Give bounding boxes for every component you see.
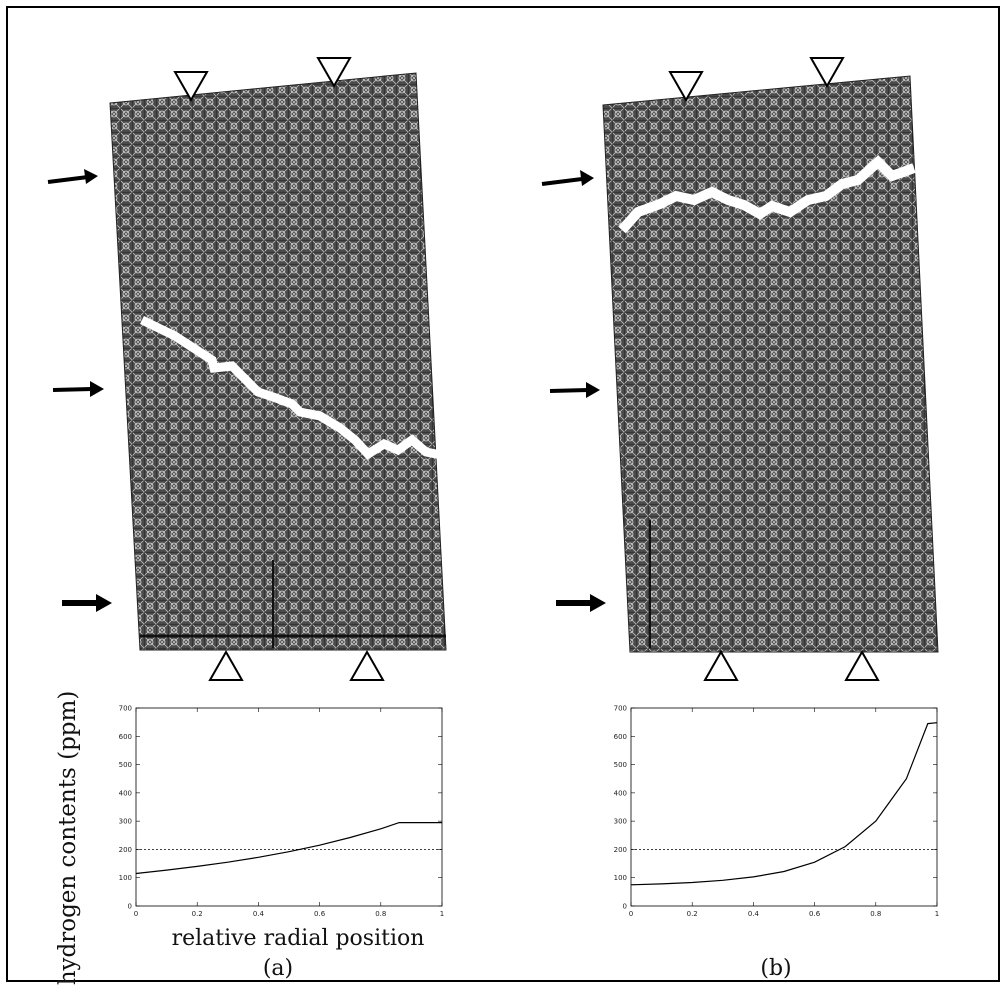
y-tick-label: 400 <box>119 789 132 797</box>
y-tick-label: 0 <box>128 903 132 911</box>
panel-a-caption: (a) <box>262 956 294 981</box>
triangle-top-a-2 <box>316 57 352 89</box>
x-tick-label: 0.2 <box>192 910 203 918</box>
x-tick-label: 0.8 <box>375 910 386 918</box>
arrow-b-1 <box>541 170 594 186</box>
y-tick-label: 700 <box>614 705 627 713</box>
triangle-bottom-a-2 <box>349 649 385 681</box>
arrow-a-3 <box>62 594 112 612</box>
y-tick-label: 300 <box>614 818 627 826</box>
triangle-top-b-2 <box>809 57 845 89</box>
y-tick-label: 600 <box>119 733 132 741</box>
y-tick-label: 500 <box>119 761 132 769</box>
arrow-a-2 <box>52 381 104 397</box>
mesh-a-body <box>109 72 447 651</box>
y-tick-label: 200 <box>614 846 627 854</box>
mesh-b <box>541 57 939 681</box>
arrow-a-1 <box>47 169 98 184</box>
crack-a <box>140 315 447 461</box>
y-tick-label: 100 <box>614 874 627 882</box>
panel-b-caption: (b) <box>760 956 792 981</box>
y-tick-label: 500 <box>614 761 627 769</box>
arrow-b-3 <box>556 594 606 612</box>
x-tick-label: 0 <box>134 910 138 918</box>
y-tick-label: 400 <box>614 789 627 797</box>
y-tick-label: 200 <box>119 846 132 854</box>
x-tick-label: 0.4 <box>253 910 265 918</box>
mesh-b-body <box>602 75 939 653</box>
x-tick-label: 0.4 <box>748 910 760 918</box>
y-tick-label: 600 <box>614 733 627 741</box>
x-tick-label: 0 <box>629 910 633 918</box>
triangle-bottom-a-1 <box>208 649 244 681</box>
plot-frame <box>135 707 443 907</box>
hydrogen-profile-line <box>135 822 442 875</box>
plot-frame <box>630 707 938 907</box>
x-axis-label: relative radial position <box>171 926 425 951</box>
hydrogen-profile-line <box>630 722 938 886</box>
y-tick-label: 100 <box>119 874 132 882</box>
x-tick-label: 0.6 <box>314 910 326 918</box>
arrow-b-2 <box>549 382 600 398</box>
x-tick-label: 0.6 <box>809 910 821 918</box>
x-tick-label: 0.2 <box>687 910 698 918</box>
triangle-bottom-b-2 <box>844 649 880 681</box>
y-tick-label: 700 <box>119 705 132 713</box>
triangle-top-b-1 <box>668 71 704 103</box>
x-tick-label: 1 <box>440 910 444 918</box>
triangle-bottom-b-1 <box>703 649 739 681</box>
mesh-a <box>47 57 447 681</box>
x-tick-label: 0.8 <box>870 910 881 918</box>
x-tick-label: 1 <box>935 910 939 918</box>
y-tick-label: 0 <box>623 903 627 911</box>
triangle-top-a-1 <box>173 71 209 103</box>
crack-b <box>618 155 916 234</box>
figure-border <box>6 6 1000 982</box>
chart-b: 0 0.2 0.4 0.6 0.8 1 0 100 200 300 400 500 600 700 <box>614 705 940 919</box>
y-tick-label: 300 <box>119 818 132 826</box>
chart-a: 0 0.2 0.4 0.6 0.8 1 0 100 200 300 400 500 600 700 <box>119 705 445 919</box>
